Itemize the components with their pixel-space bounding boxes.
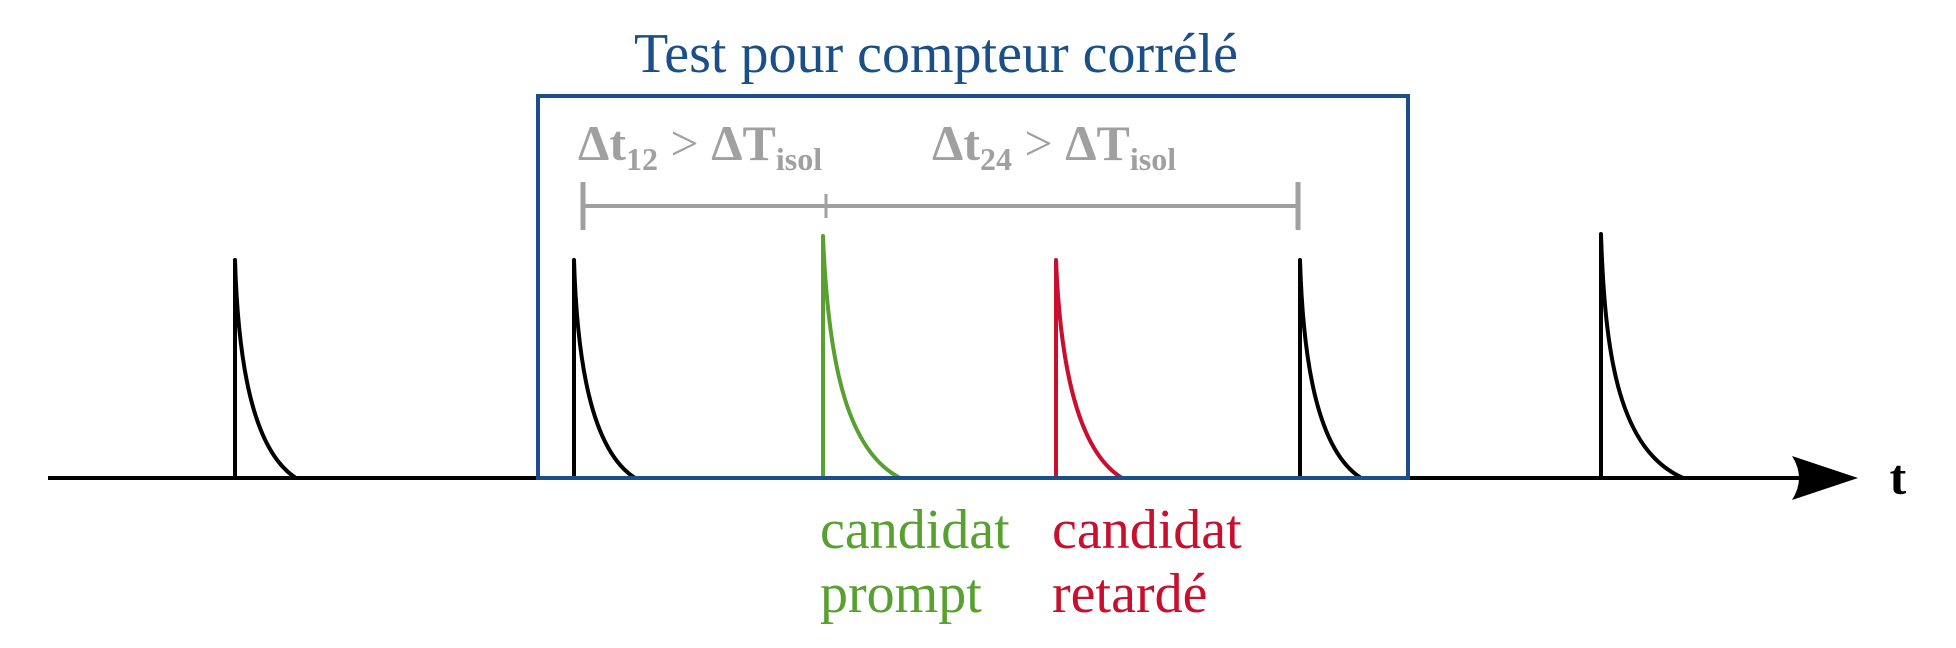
prompt-candidate-label-line2: prompt xyxy=(820,563,982,625)
pulse-in-window-4 xyxy=(1298,258,1363,480)
time-axis-label: t xyxy=(1890,449,1907,505)
pulse-in-window-1 xyxy=(572,258,637,480)
time-axis-arrowhead xyxy=(1792,456,1858,500)
delayed-candidate-label-line2: retardé xyxy=(1052,563,1207,625)
interval-label-12: Δt12 > ΔTisol xyxy=(578,115,822,177)
pulse-delayed-candidate xyxy=(1054,258,1124,480)
diagram-title: Test pour compteur corrélé xyxy=(634,23,1238,85)
pulse-prompt-candidate xyxy=(821,234,901,480)
prompt-candidate-label-line1: candidat xyxy=(820,499,1010,561)
pulse-outside-left xyxy=(233,258,298,480)
interval-label-24: Δt24 > ΔTisol xyxy=(932,115,1176,177)
delayed-candidate-label-line1: candidat xyxy=(1052,499,1242,561)
pulse-outside-right xyxy=(1599,232,1685,480)
isolation-interval-bracket xyxy=(580,182,1301,230)
